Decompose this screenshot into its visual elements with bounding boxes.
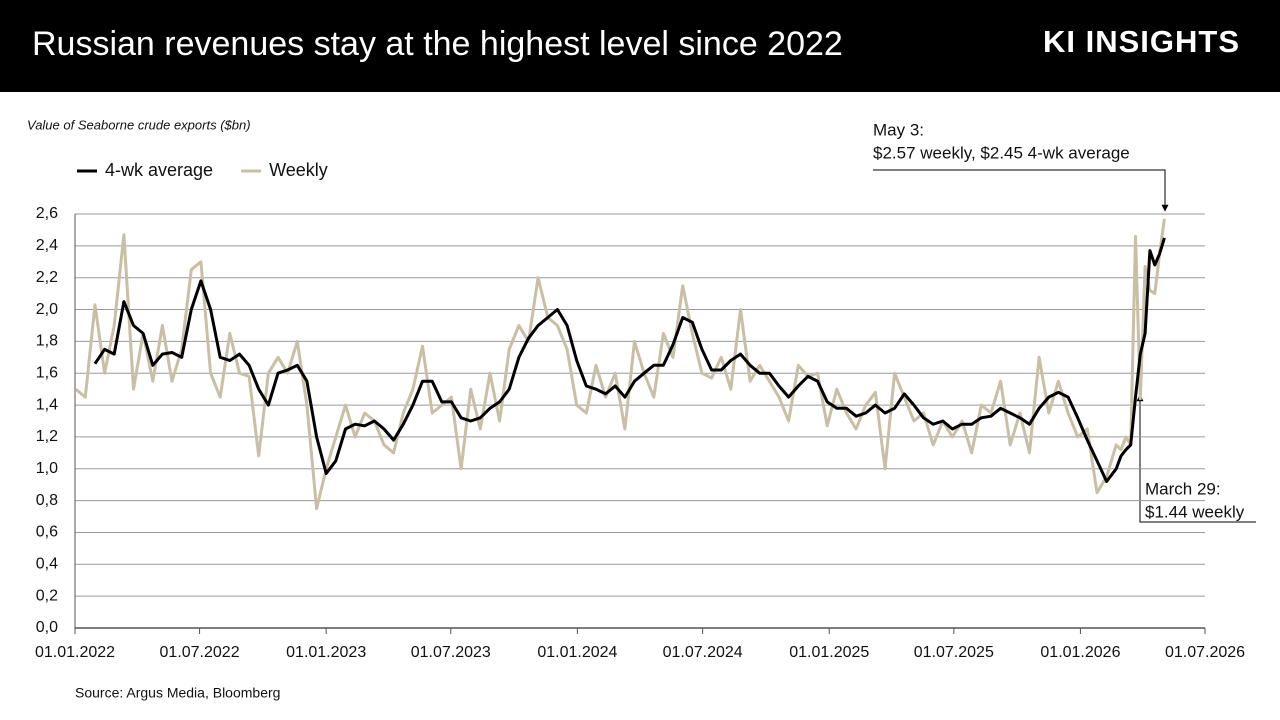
x-tick-label: 01.07.2026 xyxy=(1165,644,1245,661)
y-tick-label: 0,0 xyxy=(36,619,58,636)
y-tick-label: 1,0 xyxy=(36,460,58,477)
x-tick-label: 01.01.2022 xyxy=(35,644,115,661)
brand: KI INSIGHTS xyxy=(1043,24,1240,59)
y-tick-label: 2,4 xyxy=(36,237,58,254)
header-band xyxy=(0,0,1280,92)
y-tick-label: 1,8 xyxy=(36,333,58,350)
annotation: May 3: xyxy=(873,120,924,139)
plot-area: 0,0 0,2 0,4 0,6 0,8 1,0 1,2 1,4 1,6 1,8 2,0 2,2 2,4 2… xyxy=(35,205,1245,661)
y-tick-label: 1,4 xyxy=(36,396,58,413)
page-title: Russian revenues stay at the highest lev… xyxy=(32,25,843,63)
x-tick-label: 01.01.2026 xyxy=(1040,644,1120,661)
y-tick-label: 0,6 xyxy=(36,524,58,541)
y-tick-label: 0,2 xyxy=(36,587,58,604)
series-line xyxy=(93,237,1166,483)
series-line xyxy=(74,218,1166,511)
x-tick-label: 01.07.2025 xyxy=(914,644,994,661)
y-tick-label: 1,6 xyxy=(36,364,58,381)
x-tick-label: 01.07.2022 xyxy=(160,644,240,661)
x-tick-label: 01.01.2025 xyxy=(789,644,869,661)
y-tick-label: 2,2 xyxy=(36,269,58,286)
annotation-arrow xyxy=(873,169,1169,212)
x-tick-label: 01.07.2023 xyxy=(411,644,491,661)
y-tick-label: 0,4 xyxy=(36,556,58,573)
legend-label: 4-wk average xyxy=(105,160,213,180)
annotation: March 29: xyxy=(1145,479,1221,498)
source: Source: Argus Media, Bloomberg xyxy=(75,685,280,701)
annotation: $2.57 weekly, $2.45 4-wk average xyxy=(873,143,1130,162)
chart-subtitle: Value of Seaborne crude exports ($bn) xyxy=(27,117,251,132)
y-tick-label: 1,2 xyxy=(36,428,58,445)
y-tick-label: 0,8 xyxy=(36,492,58,509)
annotation: $1.44 weekly xyxy=(1145,502,1245,521)
x-tick-label: 01.01.2023 xyxy=(286,644,366,661)
y-tick-label: 2,0 xyxy=(36,301,58,318)
legend-label: Weekly xyxy=(269,160,328,180)
x-tick-label: 01.01.2024 xyxy=(537,644,617,661)
x-tick-label: 01.07.2024 xyxy=(663,644,743,661)
y-tick-label: 2,6 xyxy=(36,205,58,222)
